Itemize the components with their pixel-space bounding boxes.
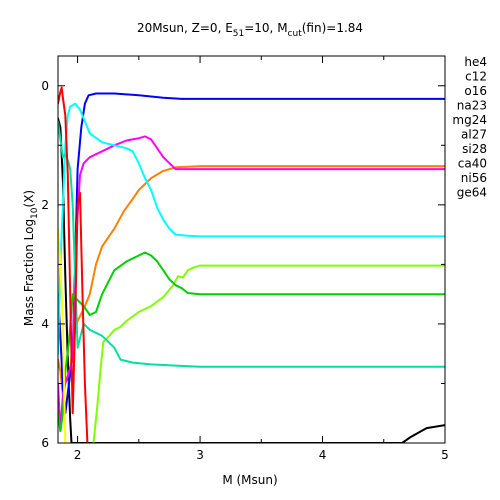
legend-label-si28: si28 [462,142,487,156]
x-tick-label-5: 5 [441,448,449,462]
y-axis-label: Mass Fraction Log10(X) [22,190,40,326]
y-axis-label-suffix: (X) [22,190,36,208]
legend-label-al27: al27 [461,128,487,142]
plot-frame [57,55,446,444]
series-line-al27 [58,251,445,433]
series-layer [58,86,445,443]
y-tick-label-1: 2 [41,198,49,212]
y-axis-label-sub: 10 [30,207,40,219]
y-tick-label-2: 4 [41,317,49,331]
legend-label-mg24: mg24 [452,113,487,127]
plot-area [58,86,445,443]
series-line-na23 [92,264,445,443]
chart-title-suffix: (fin)=1.84 [302,21,363,35]
legend-label-c12: c12 [465,70,487,84]
x-tick-label-4: 4 [319,448,327,462]
series-line-si28 [58,102,445,355]
series-line-ni56 [58,86,89,443]
chart-title-sub1: 51 [233,29,244,39]
series-line-ge64 [58,227,67,443]
chart-title-mid: =10, M [244,21,287,35]
legend-label-o16: o16 [464,84,487,98]
y-tick-label-0: 0 [41,79,49,93]
legend-label-ni56: ni56 [461,171,487,185]
series-line-he4 [58,117,445,443]
x-axis-label: M (Msun) [222,473,277,487]
y-axis-label-prefix: Mass Fraction Log [22,219,36,326]
y-tick-label-3: 6 [41,436,49,450]
chart-title-prefix: 20Msun, Z=0, E [137,21,233,35]
x-tick-label-3: 3 [196,448,204,462]
legend-label-na23: na23 [457,99,487,113]
chart-title: 20Msun, Z=0, E51=10, Mcut(fin)=1.84 [137,21,363,39]
legend-label-ge64: ge64 [457,186,487,200]
legend-label-he4: he4 [464,55,487,69]
x-tick-label-2: 2 [74,448,82,462]
legend-label-ca40: ca40 [458,157,487,171]
ticks-layer: 2 3 4 5 0 2 4 6 [41,56,449,462]
chart-title-sub2: cut [288,29,303,39]
